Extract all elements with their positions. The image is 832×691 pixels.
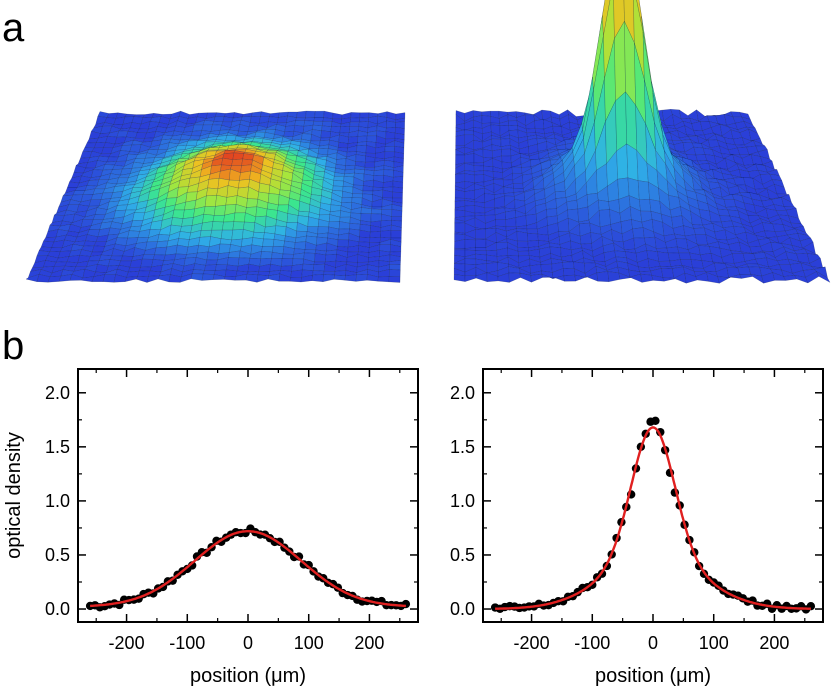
y-tick-label: 1.5 — [45, 437, 70, 457]
x-tick-label: 100 — [294, 633, 324, 653]
y-tick-label: 0.0 — [450, 599, 475, 619]
x-tick-label: -100 — [574, 633, 610, 653]
x-tick-label: 100 — [699, 633, 729, 653]
x-tick-label: -200 — [109, 633, 145, 653]
y-tick-label: 1.0 — [450, 491, 475, 511]
y-tick-label: 0.5 — [45, 545, 70, 565]
panel-label-b: b — [2, 324, 25, 368]
x-axis-title: position (μm) — [190, 665, 306, 687]
surface-plot-condensate — [453, 0, 831, 284]
fit-curve — [90, 530, 406, 608]
x-axis-title: position (μm) — [595, 665, 711, 687]
data-point — [651, 416, 660, 425]
data-point — [401, 599, 411, 609]
y-axis-title: optical density — [3, 432, 25, 559]
surface-plot-thermal-cloud — [25, 110, 406, 283]
data-point — [294, 552, 304, 561]
x-tick-label: -100 — [169, 633, 205, 653]
x-tick-label: 200 — [759, 633, 789, 653]
y-tick-label: 1.5 — [450, 437, 475, 457]
y-tick-label: 2.0 — [45, 383, 70, 403]
panel-label-a: a — [2, 6, 25, 50]
data-point — [202, 548, 211, 557]
y-tick-label: 1.0 — [45, 491, 70, 511]
plot-frame — [482, 368, 824, 623]
plot-frame — [77, 368, 419, 623]
x-tick-label: 0 — [648, 633, 658, 653]
chart-1: -200 -100 0 100 200 0.0 0.5 1.0 1.5 2.0 position (… — [3, 368, 419, 687]
chart-2: -200 -100 0 100 200 0.0 0.5 1.0 1.5 2.0 position (… — [450, 368, 824, 687]
x-tick-label: 0 — [243, 633, 253, 653]
data-point — [304, 560, 313, 570]
x-tick-label: 200 — [354, 633, 384, 653]
y-tick-label: 0.5 — [450, 545, 475, 565]
x-tick-label: -200 — [514, 633, 550, 653]
fit-curve — [495, 426, 811, 610]
y-tick-label: 0.0 — [45, 599, 70, 619]
y-tick-label: 2.0 — [450, 383, 475, 403]
